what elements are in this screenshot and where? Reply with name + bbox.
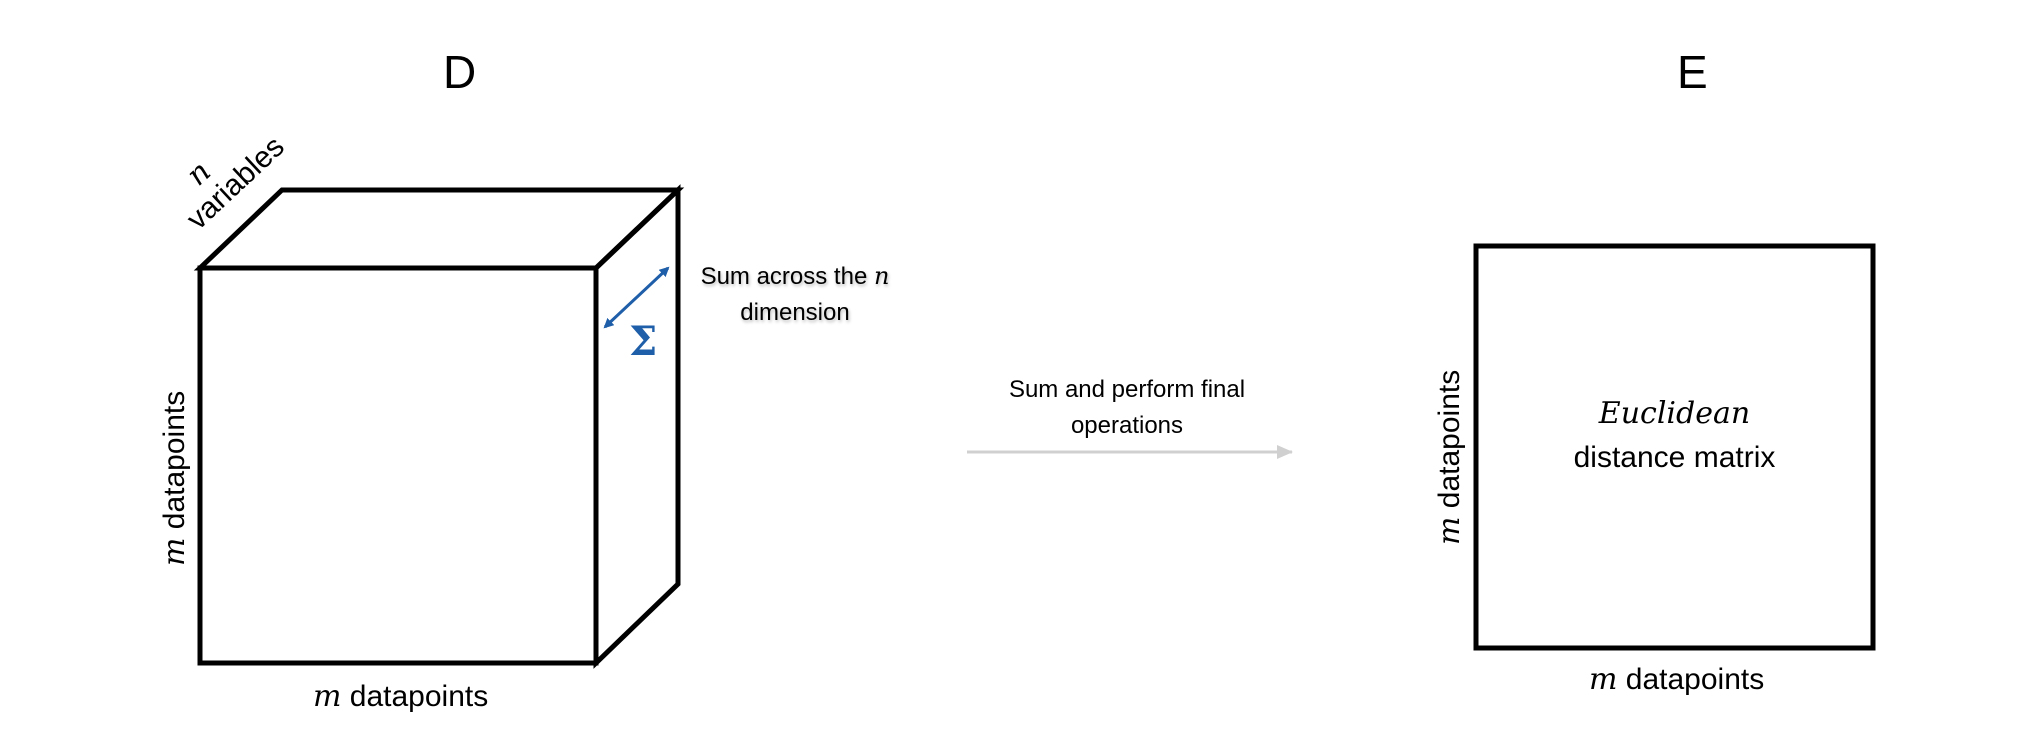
matrix-box [1473, 243, 1876, 651]
cube-vertical-label: m datapoints [157, 391, 192, 566]
cube-vertical-symbol: m [157, 537, 192, 566]
cube-bottom-text: datapoints [341, 680, 489, 713]
sigma-icon: Σ [629, 318, 658, 365]
panel-title-e: E [1677, 46, 1708, 98]
cube-bottom-symbol: m [313, 679, 342, 714]
sum-annotation-symbol: n [873, 262, 890, 290]
sum-annotation-line1: Sum across the n [684, 258, 906, 295]
cube-vertical-text: datapoints [158, 390, 191, 538]
panel-title-d: D [443, 46, 477, 98]
matrix-vertical-label: m datapoints [1432, 370, 1467, 545]
matrix-title-italic: Euclidean [1598, 396, 1751, 431]
sum-annotation-text: Sum across the [700, 263, 874, 290]
cube-side-face [593, 184, 681, 669]
cube-tensor [193, 184, 685, 669]
process-caption: Sum and perform final operations [960, 372, 1294, 444]
matrix-bottom-symbol: m [1589, 662, 1618, 697]
process-caption-line1: Sum and perform final [1008, 376, 1246, 403]
cube-bottom-label: m datapoints [313, 679, 488, 714]
sum-direction-arrow [603, 266, 670, 329]
process-caption-line2: operations [1070, 412, 1184, 439]
sum-annotation-line2: dimension [740, 299, 850, 326]
matrix-title: Euclidean distance matrix [1476, 392, 1873, 480]
cube-front-face [197, 265, 599, 666]
matrix-bottom-text: datapoints [1617, 663, 1765, 696]
matrix-bottom-label: m datapoints [1589, 662, 1764, 697]
matrix-vertical-symbol: m [1432, 516, 1467, 545]
matrix-title-line2: distance matrix [1573, 441, 1776, 474]
matrix-vertical-text: datapoints [1433, 369, 1466, 517]
sum-annotation: Sum across the n dimension [684, 258, 906, 331]
